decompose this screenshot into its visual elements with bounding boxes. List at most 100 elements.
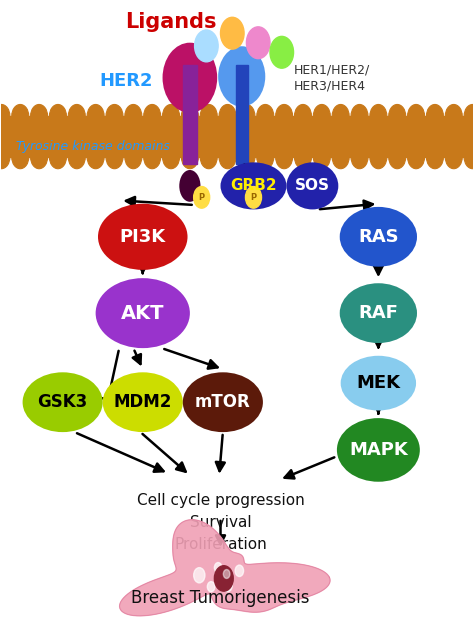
Circle shape (235, 565, 244, 576)
Ellipse shape (286, 162, 338, 210)
Circle shape (214, 566, 233, 591)
Circle shape (194, 567, 205, 583)
Circle shape (219, 146, 236, 169)
Circle shape (351, 104, 368, 127)
Ellipse shape (103, 373, 183, 432)
Circle shape (223, 569, 230, 578)
Circle shape (257, 104, 274, 127)
Circle shape (276, 104, 292, 127)
Circle shape (182, 104, 198, 127)
Circle shape (144, 104, 161, 127)
Circle shape (31, 104, 47, 127)
Circle shape (200, 104, 217, 127)
Text: MEK: MEK (356, 374, 401, 392)
Text: Ligands: Ligands (125, 12, 217, 32)
Circle shape (408, 104, 425, 127)
Circle shape (445, 146, 462, 169)
Text: P: P (199, 193, 205, 202)
Ellipse shape (96, 278, 190, 348)
Circle shape (182, 146, 198, 169)
Circle shape (195, 30, 218, 62)
Ellipse shape (179, 170, 201, 202)
Circle shape (370, 146, 387, 169)
Circle shape (68, 146, 85, 169)
Ellipse shape (23, 373, 103, 432)
Circle shape (163, 104, 180, 127)
Text: HER2: HER2 (100, 72, 153, 90)
Circle shape (163, 146, 180, 169)
Bar (236, 65, 247, 164)
Bar (1, 116, 473, 157)
Text: RAF: RAF (358, 304, 398, 322)
Circle shape (0, 104, 10, 127)
Circle shape (68, 104, 85, 127)
Ellipse shape (341, 356, 416, 410)
Text: Tyrosine kinase domains: Tyrosine kinase domains (16, 140, 169, 153)
Circle shape (276, 146, 292, 169)
Text: MAPK: MAPK (349, 441, 408, 459)
Circle shape (12, 104, 29, 127)
Text: RAS: RAS (358, 227, 399, 246)
Circle shape (332, 104, 349, 127)
Circle shape (87, 146, 104, 169)
Circle shape (49, 104, 66, 127)
Circle shape (125, 104, 142, 127)
Text: mTOR: mTOR (195, 393, 251, 412)
Text: MDM2: MDM2 (114, 393, 172, 412)
Ellipse shape (183, 373, 263, 432)
Circle shape (464, 104, 474, 127)
Circle shape (464, 146, 474, 169)
Circle shape (238, 104, 255, 127)
Circle shape (370, 104, 387, 127)
Text: GSK3: GSK3 (37, 393, 88, 412)
Ellipse shape (340, 283, 417, 343)
Circle shape (214, 562, 222, 573)
Circle shape (427, 104, 443, 127)
Circle shape (207, 581, 215, 592)
Ellipse shape (337, 418, 420, 482)
Circle shape (351, 146, 368, 169)
Circle shape (223, 579, 232, 592)
Ellipse shape (163, 43, 217, 113)
Circle shape (246, 187, 262, 208)
Circle shape (144, 146, 161, 169)
Circle shape (106, 146, 123, 169)
Ellipse shape (218, 46, 265, 107)
Circle shape (332, 146, 349, 169)
Circle shape (389, 146, 406, 169)
Circle shape (106, 104, 123, 127)
Bar (183, 65, 197, 164)
Text: GRB2: GRB2 (230, 178, 277, 194)
Circle shape (12, 146, 29, 169)
Circle shape (427, 146, 443, 169)
Circle shape (389, 104, 406, 127)
Circle shape (220, 17, 244, 49)
Circle shape (0, 146, 10, 169)
Circle shape (219, 104, 236, 127)
Text: Breast Tumorigenesis: Breast Tumorigenesis (131, 589, 310, 607)
Text: Cell cycle progression
Survival
Proliferation: Cell cycle progression Survival Prolifer… (137, 493, 304, 552)
Circle shape (194, 187, 210, 208)
Circle shape (294, 146, 311, 169)
Circle shape (246, 27, 270, 59)
Circle shape (200, 146, 217, 169)
Ellipse shape (340, 207, 417, 266)
Circle shape (125, 146, 142, 169)
Ellipse shape (220, 162, 286, 210)
Circle shape (294, 104, 311, 127)
Circle shape (31, 146, 47, 169)
Circle shape (313, 146, 330, 169)
Polygon shape (119, 520, 330, 616)
Text: P: P (250, 193, 256, 202)
Circle shape (87, 104, 104, 127)
Ellipse shape (231, 170, 252, 202)
Text: PI3K: PI3K (120, 227, 166, 246)
Circle shape (257, 146, 274, 169)
Circle shape (49, 146, 66, 169)
Circle shape (238, 146, 255, 169)
Circle shape (313, 104, 330, 127)
Circle shape (445, 104, 462, 127)
Text: SOS: SOS (295, 178, 330, 194)
Circle shape (408, 146, 425, 169)
Text: HER1/HER2/
HER3/HER4: HER1/HER2/ HER3/HER4 (293, 63, 370, 92)
